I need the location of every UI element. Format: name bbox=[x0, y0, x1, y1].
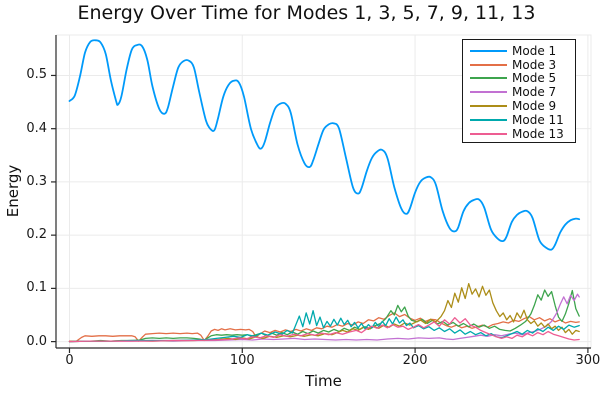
x-tick-label: 300 bbox=[575, 353, 600, 368]
legend-item-mode-11: Mode 11 bbox=[470, 113, 575, 127]
series-line-mode-3 bbox=[68, 312, 580, 342]
legend-label: Mode 13 bbox=[512, 126, 564, 141]
legend-label: Mode 9 bbox=[512, 99, 557, 114]
y-tick-label: 0.1 bbox=[26, 280, 47, 296]
y-tick-label: 0.0 bbox=[26, 333, 47, 349]
plot-frame bbox=[56, 34, 592, 348]
legend-item-mode-7: Mode 7 bbox=[470, 85, 575, 99]
y-tick-label: 0.5 bbox=[26, 67, 47, 83]
legend-line-sample-mode-1 bbox=[470, 49, 507, 52]
y-tick-label: 0.2 bbox=[26, 227, 47, 243]
series-line-mode-13 bbox=[68, 317, 580, 343]
legend-item-mode-9: Mode 9 bbox=[470, 99, 575, 113]
legend-line-sample-mode-13 bbox=[470, 132, 507, 135]
legend-line-sample-mode-3 bbox=[470, 63, 507, 66]
x-tick-label: 100 bbox=[229, 353, 255, 368]
legend-line-sample-mode-9 bbox=[470, 105, 507, 108]
legend-label: Mode 1 bbox=[512, 43, 557, 58]
legend-label: Mode 7 bbox=[512, 85, 557, 100]
legend-label: Mode 5 bbox=[512, 71, 557, 86]
legend-item-mode-1: Mode 1 bbox=[470, 44, 575, 58]
chart-title: Energy Over Time for Modes 1, 3, 5, 7, 9… bbox=[77, 2, 536, 24]
x-tick-label: 200 bbox=[402, 353, 428, 368]
legend-box: Mode 1 Mode 3 Mode 5 Mode 7 Mode 9 Mode … bbox=[462, 39, 576, 143]
series-line-mode-9 bbox=[68, 282, 580, 343]
series-line-mode-11 bbox=[68, 310, 580, 343]
legend-line-sample-mode-5 bbox=[470, 77, 507, 80]
x-tick-label: 0 bbox=[65, 353, 74, 368]
legend-item-mode-3: Mode 3 bbox=[470, 58, 575, 72]
legend-item-mode-5: Mode 5 bbox=[470, 72, 575, 86]
legend-label: Mode 3 bbox=[512, 57, 557, 72]
y-tick-label: 0.3 bbox=[26, 173, 47, 189]
legend-label: Mode 11 bbox=[512, 112, 564, 127]
x-axis-label: Time bbox=[305, 372, 342, 390]
series-line-mode-1 bbox=[68, 39, 581, 251]
y-tick-label: 0.4 bbox=[26, 120, 47, 136]
legend-line-sample-mode-7 bbox=[470, 91, 507, 94]
legend-item-mode-13: Mode 13 bbox=[470, 127, 575, 141]
legend-line-sample-mode-11 bbox=[470, 118, 507, 121]
y-axis-label: Energy bbox=[4, 164, 22, 218]
